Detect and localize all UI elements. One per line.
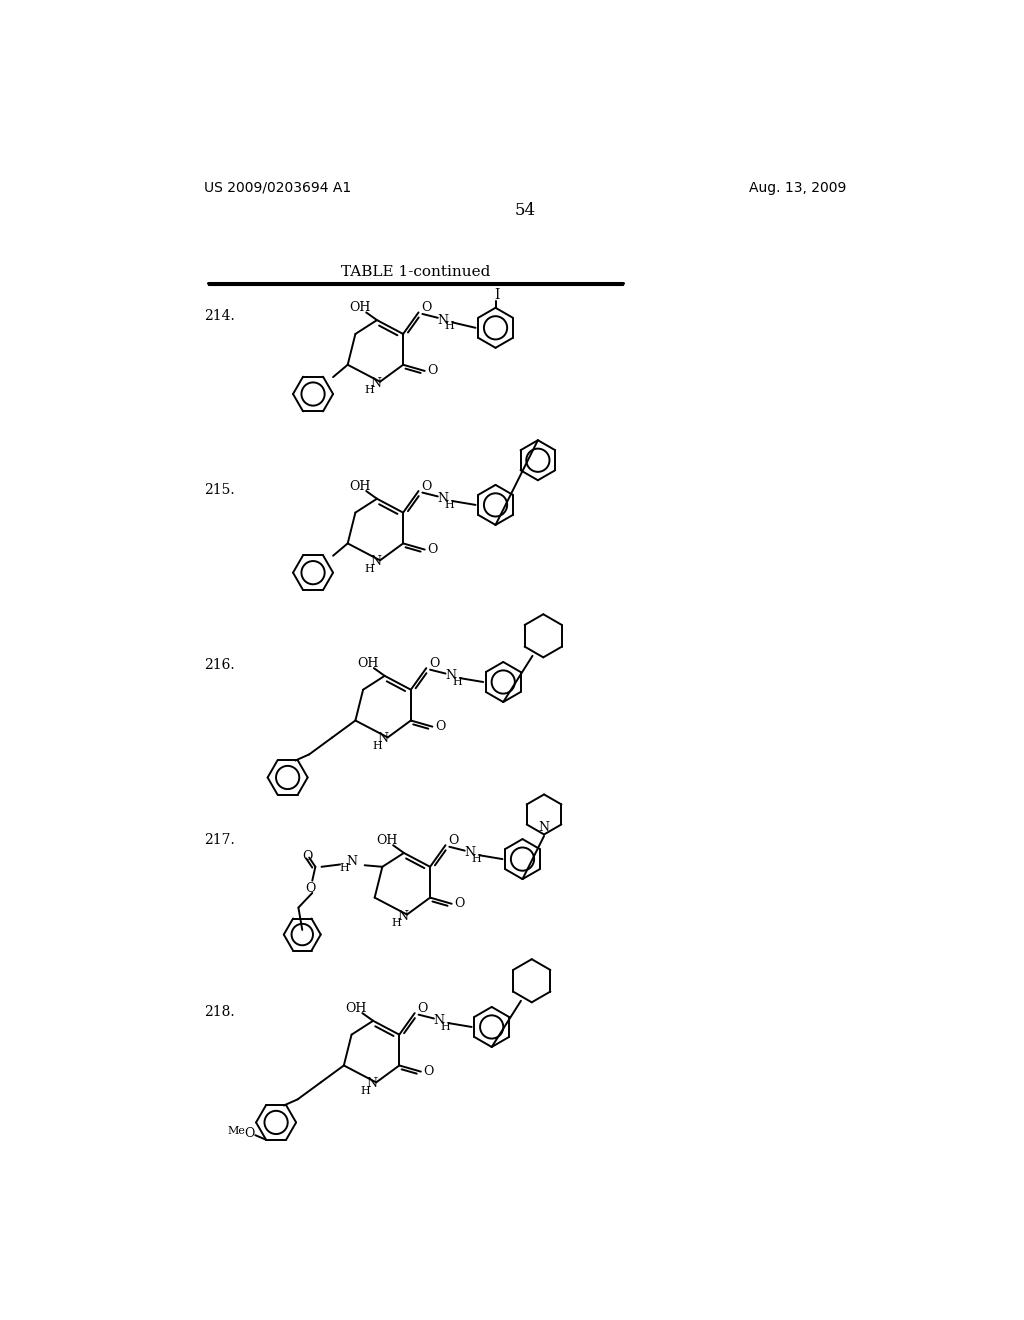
- Text: US 2009/0203694 A1: US 2009/0203694 A1: [204, 181, 351, 194]
- Text: H: H: [453, 677, 462, 686]
- Text: N: N: [434, 1014, 444, 1027]
- Text: 217.: 217.: [204, 833, 234, 847]
- Text: 54: 54: [514, 202, 536, 219]
- Text: N: N: [437, 492, 449, 506]
- Text: N: N: [539, 821, 550, 834]
- Text: Me: Me: [228, 1126, 246, 1135]
- Text: Aug. 13, 2009: Aug. 13, 2009: [750, 181, 847, 194]
- Text: N: N: [465, 846, 475, 859]
- Text: N: N: [378, 733, 389, 746]
- Text: OH: OH: [349, 301, 371, 314]
- Text: O: O: [435, 721, 445, 733]
- Text: H: H: [340, 862, 349, 873]
- Text: O: O: [421, 480, 431, 492]
- Text: H: H: [365, 385, 374, 395]
- Text: N: N: [437, 314, 449, 326]
- Text: H: H: [391, 917, 401, 928]
- Text: O: O: [305, 882, 316, 895]
- Text: TABLE 1-continued: TABLE 1-continued: [341, 265, 490, 280]
- Text: OH: OH: [349, 480, 371, 492]
- Text: H: H: [440, 1022, 451, 1032]
- Text: 214.: 214.: [204, 309, 234, 323]
- Text: O: O: [429, 657, 439, 671]
- Text: H: H: [444, 500, 455, 510]
- Text: O: O: [455, 898, 465, 911]
- Text: N: N: [370, 376, 381, 389]
- Text: O: O: [423, 1065, 434, 1078]
- Text: O: O: [427, 543, 437, 556]
- Text: N: N: [370, 556, 381, 569]
- Text: OH: OH: [376, 834, 397, 847]
- Text: N: N: [397, 909, 408, 923]
- Text: H: H: [471, 854, 481, 865]
- Text: 216.: 216.: [204, 659, 234, 672]
- Text: O: O: [417, 1002, 428, 1015]
- Text: N: N: [346, 855, 357, 869]
- Text: 215.: 215.: [204, 483, 234, 496]
- Text: OH: OH: [357, 657, 379, 671]
- Text: N: N: [366, 1077, 377, 1090]
- Text: H: H: [365, 564, 374, 574]
- Text: N: N: [445, 669, 457, 682]
- Text: O: O: [449, 834, 459, 847]
- Text: O: O: [421, 301, 431, 314]
- Text: OH: OH: [345, 1002, 367, 1015]
- Text: O: O: [302, 850, 313, 862]
- Text: O: O: [427, 364, 437, 378]
- Text: 218.: 218.: [204, 1005, 234, 1019]
- Text: O: O: [244, 1127, 254, 1140]
- Text: I: I: [495, 288, 500, 302]
- Text: H: H: [360, 1086, 371, 1096]
- Text: H: H: [444, 321, 455, 331]
- Text: H: H: [372, 741, 382, 751]
